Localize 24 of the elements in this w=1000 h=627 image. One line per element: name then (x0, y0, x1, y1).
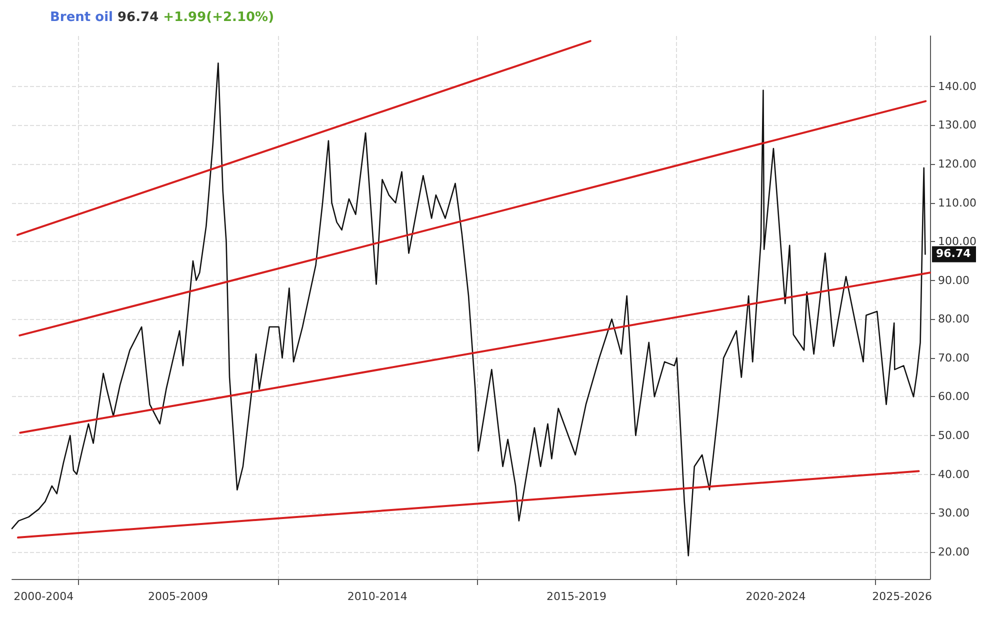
annotation: 96.74 (936, 247, 972, 260)
line-series (11, 62, 926, 556)
y-tick-label: 110.00 (938, 196, 976, 210)
y-tick-label: 60.00 (938, 390, 970, 404)
y-tick-label: 30.00 (938, 506, 970, 520)
y-tick-label: 100.00 (938, 235, 976, 248)
text: 96.74 (118, 10, 159, 25)
y-tick-label: 90.00 (938, 274, 970, 287)
y-tick-label: 130.00 (938, 118, 976, 132)
x-tick-label: 2015-2019 (546, 590, 607, 603)
x-tick-label: 2020-2024 (746, 590, 806, 603)
x-tick-label: 2005-2009 (148, 590, 208, 603)
x-tick-label: 2010-2014 (347, 590, 408, 603)
x-tick-label: 2000-2004 (14, 590, 74, 603)
x-tick-label: 2025-2026 (872, 590, 932, 603)
y-tick-label: 70.00 (938, 351, 970, 364)
text: +1.99(+2.10%) (163, 10, 274, 25)
y-tick-label: 120.00 (938, 157, 976, 170)
y-tick-label: 40.00 (938, 468, 970, 481)
y-tick-label: 20.00 (938, 545, 970, 558)
chart-title: Brent oil (50, 10, 113, 25)
y-tick-label: 140.00 (938, 80, 976, 93)
y-tick-label: 80.00 (938, 312, 970, 326)
y-tick-label: 50.00 (938, 428, 970, 442)
